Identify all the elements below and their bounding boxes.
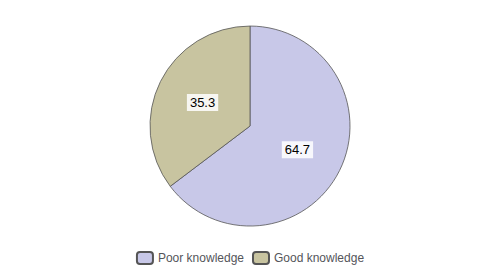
svg-text:35.3: 35.3 [190,95,215,110]
svg-text:Poor knowledge: Poor knowledge [158,251,244,265]
svg-text:64.7: 64.7 [285,142,310,157]
svg-text:Good knowledge: Good knowledge [274,251,364,265]
